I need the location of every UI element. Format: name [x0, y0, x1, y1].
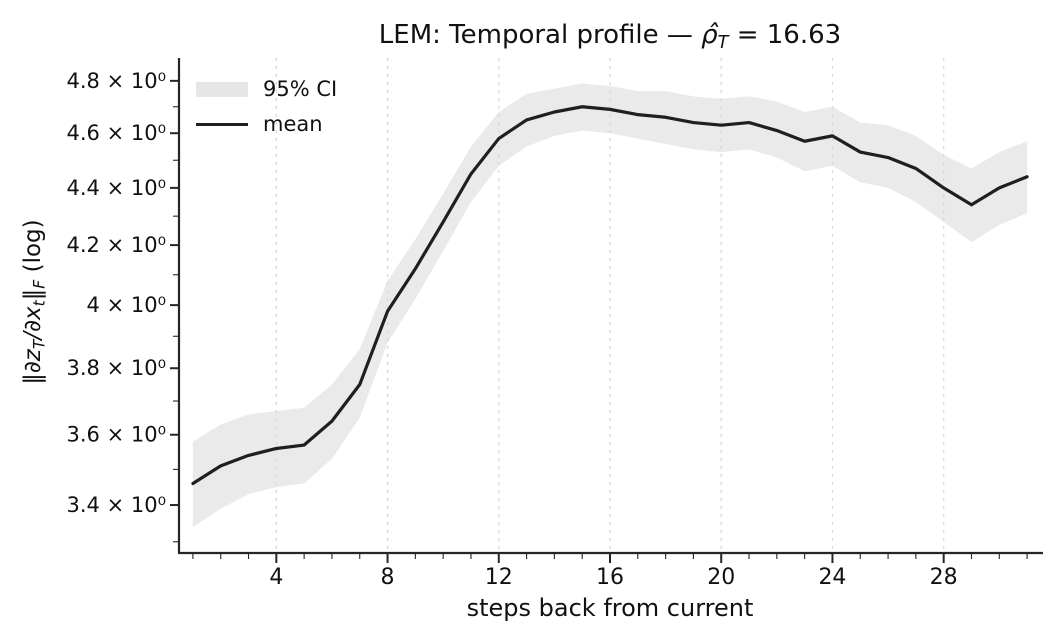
y-tick-label: 3.4 × 10⁰	[67, 493, 166, 517]
x-tick-label: 24	[818, 565, 846, 590]
axis-tick-labels: 4 8 12 16 20 24 28 3.4 × 10⁰ 3.6 × 10⁰ 3.8 × 10⁰ 4…	[67, 69, 958, 590]
x-tick-label: 12	[485, 565, 513, 590]
rho-hat-symbol: ρ̂	[701, 20, 718, 50]
y-tick-label: 3.6 × 10⁰	[67, 423, 166, 447]
legend: 95% CI mean	[196, 76, 337, 137]
subscript-t: t	[29, 300, 49, 307]
x-tick-label: 16	[596, 565, 624, 590]
x-axis-label: steps back from current	[466, 594, 754, 622]
y-axis-label: ‖∂zT/∂xt‖F (log)	[18, 177, 48, 427]
x-tick-label: 20	[707, 565, 735, 590]
chart-title-text: LEM: Temporal profile —	[378, 20, 702, 50]
chart-title: LEM: Temporal profile — ρ̂T = 16.63	[178, 20, 1042, 53]
ci-label: 95% CI	[263, 77, 338, 101]
ci-band-swatch	[196, 81, 248, 97]
axis-ticks	[170, 79, 1028, 563]
mean-line-path	[191, 105, 1029, 486]
ylabel-log-suffix: (log)	[20, 219, 46, 280]
chart-title-value: = 16.63	[728, 20, 842, 50]
subscript-F: F	[29, 279, 49, 289]
partial-x: /∂x	[20, 306, 46, 340]
legend-item-mean: mean	[196, 111, 337, 137]
y-tick-label: 4.8 × 10⁰	[67, 69, 166, 93]
x-tick-label: 8	[381, 565, 395, 590]
y-tick-label: 4.2 × 10⁰	[67, 233, 166, 257]
y-tick-label: 3.8 × 10⁰	[67, 356, 166, 380]
mean-label: mean	[263, 112, 323, 136]
norm-bar-close: ‖	[20, 288, 46, 301]
rho-subscript: T	[717, 32, 729, 53]
norm-bar-open: ‖	[20, 373, 46, 385]
x-tick-label: 4	[269, 565, 283, 590]
y-tick-label: 4.4 × 10⁰	[67, 176, 166, 200]
x-tick-label: 28	[930, 565, 958, 590]
mean-line	[191, 105, 1029, 486]
legend-item-ci: 95% CI	[196, 76, 337, 102]
y-tick-label: 4 × 10⁰	[87, 293, 166, 317]
y-tick-label: 4.6 × 10⁰	[67, 121, 166, 145]
subscript-T: T	[29, 339, 49, 350]
mean-line-swatch	[196, 122, 248, 126]
partial-z: ∂z	[20, 349, 46, 374]
axis-spines	[177, 58, 1043, 555]
